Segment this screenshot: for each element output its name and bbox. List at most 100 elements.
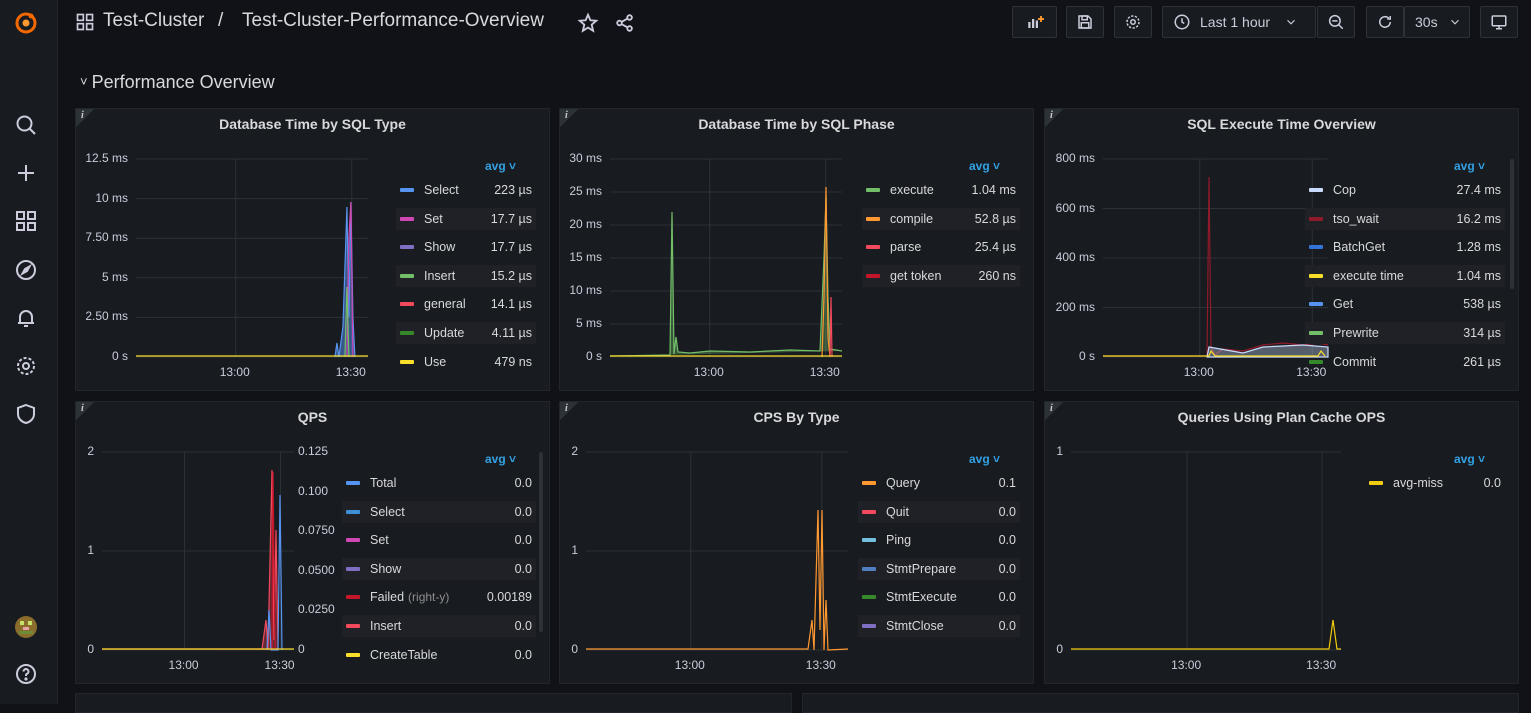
zoom-out-button[interactable]	[1317, 6, 1355, 38]
refresh-button[interactable]	[1366, 6, 1404, 38]
legend-item[interactable]: Set 0.0	[342, 529, 536, 551]
legend-series-label: Set	[370, 533, 389, 548]
explore-compass-icon[interactable]	[12, 256, 40, 284]
legend-sort-avg-button[interactable]: avg ˅	[485, 452, 516, 466]
tv-mode-button[interactable]	[1480, 6, 1518, 38]
legend-item[interactable]: Show 17.7 µs	[396, 236, 536, 258]
legend-item[interactable]: Select 0.0	[342, 500, 536, 523]
legend-sort-avg-button[interactable]: avg ˅	[1454, 159, 1485, 173]
graph-plot-area[interactable]	[1071, 451, 1341, 651]
panel-info-icon[interactable]: i	[1045, 402, 1063, 420]
row-header-performance-overview[interactable]: ˅ Performance Overview	[80, 72, 275, 93]
search-icon[interactable]	[12, 111, 40, 139]
dashboard-settings-button[interactable]	[1114, 6, 1152, 38]
panel-qps[interactable]: i QPS 2 1 0 0.125 0.100 0.0750 0.0500 0.0250 0 13:0…	[75, 401, 550, 684]
legend-item[interactable]: Failed (right-y) 0.00189	[342, 586, 536, 608]
panel-queries-using-plan-cache-ops[interactable]: i Queries Using Plan Cache OPS 1 0 13:00 13:3…	[1044, 401, 1519, 684]
configuration-gear-icon[interactable]	[12, 352, 40, 380]
graph-plot-area[interactable]	[136, 158, 368, 358]
legend-scrollbar[interactable]	[539, 452, 543, 632]
help-icon[interactable]	[12, 660, 40, 688]
panel-title[interactable]: Database Time by SQL Type	[219, 116, 406, 132]
panel-title[interactable]: Queries Using Plan Cache OPS	[1177, 409, 1386, 425]
panel-info-icon[interactable]: i	[1045, 109, 1063, 127]
breadcrumb-dashboard-title[interactable]: Test-Cluster-Performance-Overview	[242, 10, 544, 31]
legend-item[interactable]: StmtPrepare 0.0	[858, 557, 1020, 580]
y-axis-tick-label: 0 s	[1078, 349, 1095, 363]
panel-database-time-by-sql-phase[interactable]: i Database Time by SQL Phase 30 ms 25 ms 20 …	[559, 108, 1034, 391]
legend-sort-avg-button[interactable]: avg ˅	[1454, 452, 1485, 466]
panel-database-time-by-sql-type[interactable]: i Database Time by SQL Type 12.5 ms 10 ms 7.…	[75, 108, 550, 391]
legend-item[interactable]: StmtClose 0.0	[858, 615, 1020, 637]
alerting-bell-icon[interactable]	[12, 304, 40, 332]
legend-item[interactable]: compile 52.8 µs	[862, 207, 1020, 230]
legend-item[interactable]: Quit 0.0	[858, 500, 1020, 523]
legend-item[interactable]: Select 223 µs	[396, 179, 536, 201]
legend-item[interactable]: Cop 27.4 ms	[1305, 179, 1505, 201]
panel-info-icon[interactable]: i	[560, 402, 578, 420]
legend-item[interactable]: Commit 261 µs	[1305, 351, 1505, 373]
legend-item[interactable]: Update 4.11 µs	[396, 322, 536, 344]
legend-series-swatch	[400, 331, 414, 335]
legend-item[interactable]: avg-miss 0.0	[1365, 472, 1505, 494]
graph-plot-area[interactable]	[609, 158, 843, 358]
legend-item[interactable]: Get 538 µs	[1305, 293, 1505, 315]
panel-info-icon[interactable]: i	[560, 109, 578, 127]
legend-series-swatch	[400, 359, 414, 364]
legend-series-label: avg-miss	[1393, 476, 1444, 490]
graph-plot-area[interactable]	[1103, 158, 1329, 358]
server-admin-shield-icon[interactable]	[12, 400, 40, 428]
legend-item[interactable]: general 14.1 µs	[396, 293, 536, 315]
panel-cps-by-type[interactable]: i CPS By Type 2 1 0 13:00 13:30 avg ˅ Query 0.1 Qu…	[559, 401, 1034, 684]
legend-series-swatch	[346, 509, 360, 514]
create-plus-icon[interactable]	[12, 159, 40, 187]
legend-item[interactable]: Query 0.1	[858, 472, 1020, 494]
save-dashboard-button[interactable]	[1066, 6, 1104, 38]
panel-partial-bottom-right[interactable]	[802, 693, 1519, 713]
legend-item[interactable]: execute 1.04 ms	[862, 179, 1020, 201]
add-panel-button[interactable]	[1012, 6, 1057, 38]
legend-series-swatch	[862, 538, 876, 543]
legend-item[interactable]: Show 0.0	[342, 557, 536, 580]
panel-info-icon[interactable]: i	[76, 402, 94, 420]
legend-item[interactable]: StmtExecute 0.0	[858, 586, 1020, 608]
user-avatar[interactable]	[12, 613, 40, 641]
legend-sort-avg-button[interactable]: avg ˅	[485, 159, 516, 173]
time-picker-button[interactable]: Last 1 hour	[1162, 6, 1316, 38]
grafana-logo-icon[interactable]	[12, 9, 40, 37]
legend-series-swatch	[862, 566, 876, 571]
legend-scrollbar[interactable]	[1510, 159, 1514, 289]
panel-partial-bottom-left[interactable]	[75, 693, 792, 713]
panel-info-icon[interactable]: i	[76, 109, 94, 127]
legend-item[interactable]: Insert 0.0	[342, 615, 536, 637]
graph-plot-area[interactable]	[102, 451, 294, 651]
legend-sort-avg-button[interactable]: avg ˅	[969, 452, 1000, 466]
panel-title[interactable]: Database Time by SQL Phase	[698, 116, 895, 132]
legend-series-swatch	[346, 538, 360, 543]
legend-item[interactable]: CreateTable 0.0	[342, 644, 536, 666]
legend-series-avg-value: 0.0	[514, 504, 532, 519]
legend-item[interactable]: Use 479 ns	[396, 351, 536, 373]
legend-item[interactable]: BatchGet 1.28 ms	[1305, 236, 1505, 258]
panel-title[interactable]: SQL Execute Time Overview	[1187, 116, 1376, 132]
legend-item[interactable]: execute time 1.04 ms	[1305, 264, 1505, 287]
panel-sql-execute-time-overview[interactable]: i SQL Execute Time Overview 800 ms 600 ms 40…	[1044, 108, 1519, 391]
legend-item[interactable]: get token 260 ns	[862, 264, 1020, 287]
breadcrumb-folder[interactable]: Test-Cluster	[103, 10, 205, 31]
legend-item[interactable]: Set 17.7 µs	[396, 207, 536, 230]
share-icon[interactable]	[614, 12, 636, 34]
star-icon[interactable]	[577, 12, 599, 34]
panel-title[interactable]: QPS	[297, 409, 328, 425]
legend-item[interactable]: parse 25.4 µs	[862, 236, 1020, 258]
legend-item[interactable]: Prewrite 314 µs	[1305, 322, 1505, 344]
graph-plot-area[interactable]	[586, 451, 849, 651]
graph-svg	[102, 451, 294, 651]
panel-title[interactable]: CPS By Type	[753, 409, 840, 425]
legend-item[interactable]: tso_wait 16.2 ms	[1305, 207, 1505, 230]
legend-item[interactable]: Ping 0.0	[858, 529, 1020, 551]
legend-item[interactable]: Total 0.0	[342, 472, 536, 494]
legend-sort-avg-button[interactable]: avg ˅	[969, 159, 1000, 173]
legend-item[interactable]: Insert 15.2 µs	[396, 264, 536, 287]
dashboards-grid-icon[interactable]	[12, 207, 40, 235]
refresh-interval-picker[interactable]: 30s	[1404, 6, 1470, 38]
